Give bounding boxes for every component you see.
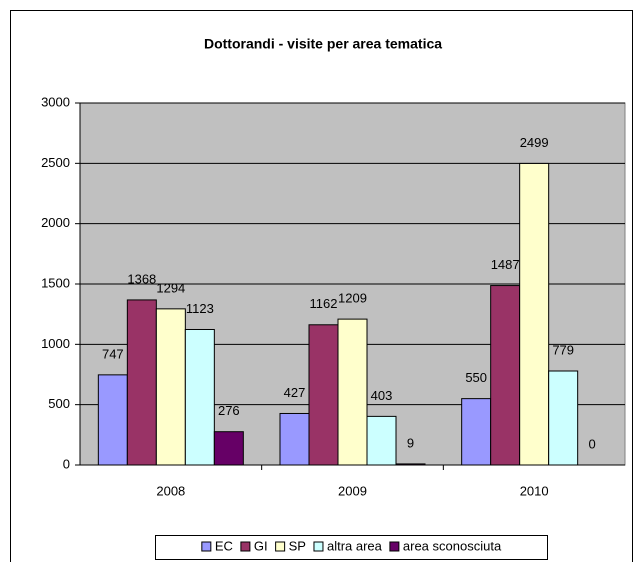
bar — [308, 324, 339, 466]
data-label: 276 — [218, 403, 240, 418]
legend-swatch — [240, 541, 251, 552]
data-label: 9 — [407, 435, 414, 450]
legend-swatch — [275, 541, 286, 552]
data-label: 1294 — [156, 280, 185, 295]
legend-label: GI — [254, 538, 268, 553]
bar — [548, 370, 579, 466]
legend-swatch — [389, 541, 400, 552]
data-label: 1162 — [310, 296, 338, 311]
x-tick-label: 2009 — [338, 483, 367, 498]
data-label: 779 — [552, 342, 574, 357]
data-label: 427 — [284, 385, 306, 400]
y-tick-label: 0 — [63, 456, 70, 471]
bar — [461, 398, 492, 466]
bar — [519, 162, 550, 466]
legend-label: area sconosciuta — [403, 538, 502, 553]
bar — [97, 374, 128, 466]
data-label: 0 — [589, 436, 596, 451]
data-label: 1209 — [338, 291, 367, 306]
bar — [184, 328, 215, 466]
data-label: 747 — [102, 346, 124, 361]
data-label: 2499 — [520, 135, 549, 150]
bar — [366, 415, 397, 466]
data-label: 1123 — [186, 301, 214, 316]
y-tick-label: 2000 — [41, 215, 70, 230]
y-tick-label: 1500 — [41, 275, 70, 290]
legend — [155, 535, 548, 560]
bar — [395, 463, 426, 466]
bar — [155, 308, 186, 466]
bar — [337, 318, 368, 466]
legend-label: altra area — [327, 538, 383, 553]
legend-label: EC — [215, 538, 233, 553]
legend-swatch — [313, 541, 324, 552]
x-tick-label: 2010 — [520, 483, 549, 498]
legend-swatch — [201, 541, 212, 552]
legend-label: SP — [289, 538, 306, 553]
y-tick-label: 3000 — [41, 94, 70, 109]
data-label: 1368 — [127, 271, 156, 286]
chart-title: Dottorandi - visite per area tematica — [204, 36, 442, 52]
y-tick-label: 1000 — [41, 336, 70, 351]
bar — [126, 299, 157, 466]
y-tick-label: 2500 — [41, 155, 70, 170]
x-tick-label: 2008 — [156, 483, 185, 498]
data-label: 403 — [371, 388, 393, 403]
bar — [490, 285, 521, 466]
bar — [279, 412, 310, 466]
data-label: 550 — [465, 370, 487, 385]
bar — [213, 431, 244, 466]
data-label: 1487 — [491, 257, 520, 272]
y-tick-label: 500 — [48, 396, 70, 411]
